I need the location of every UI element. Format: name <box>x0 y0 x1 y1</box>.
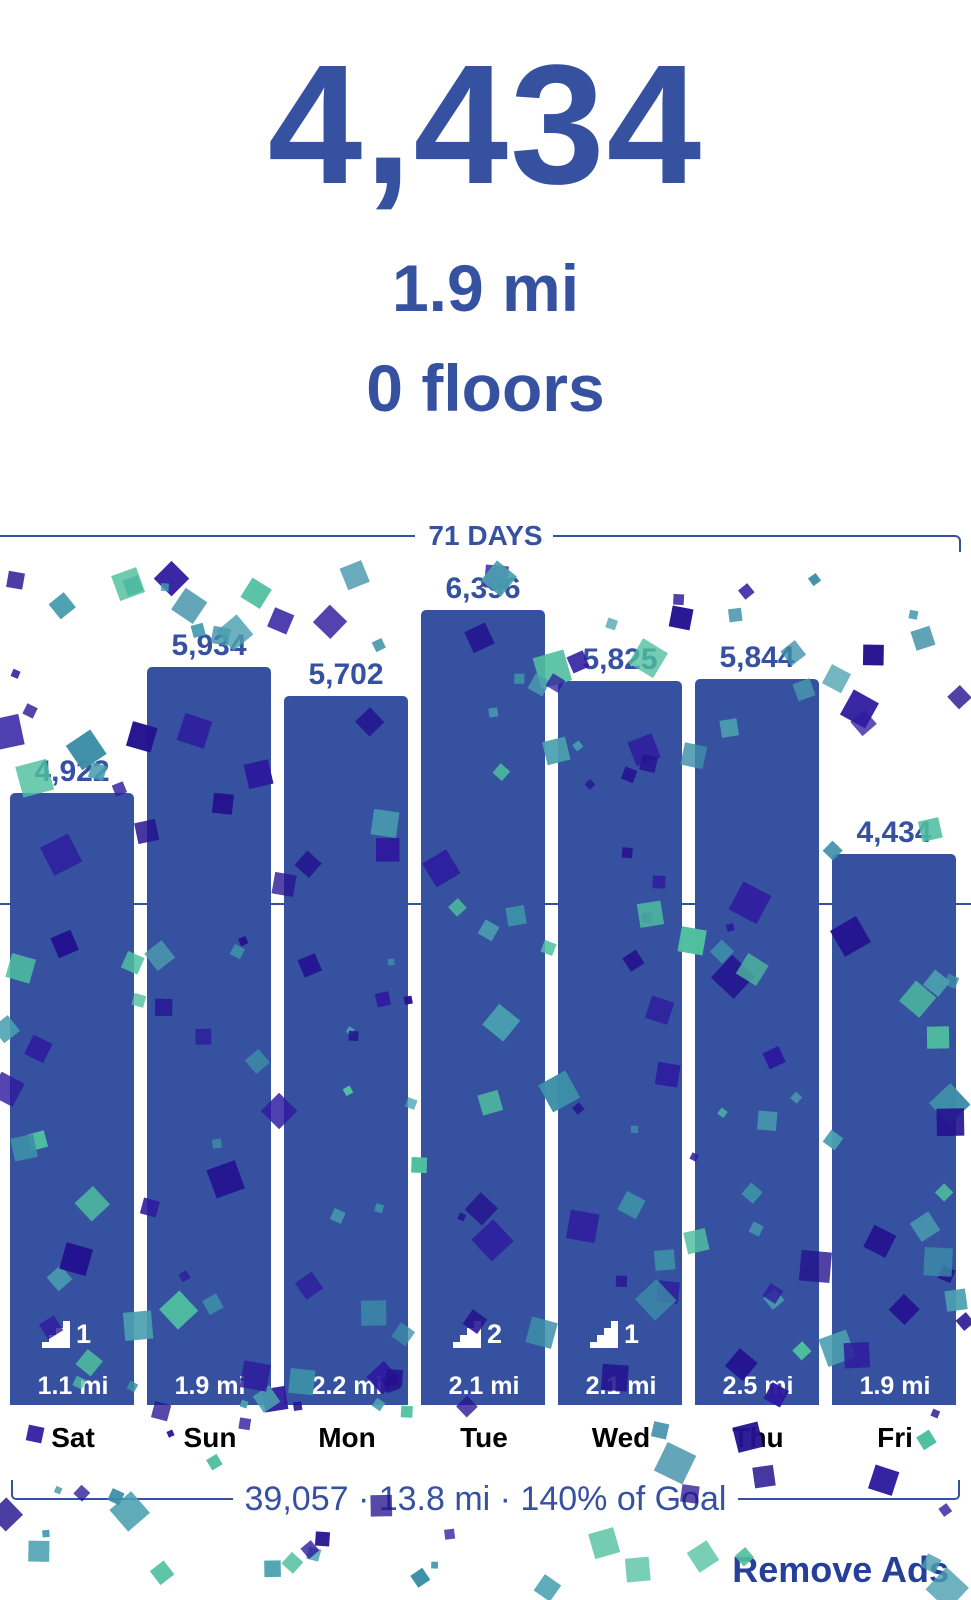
bar-floors-count: 1 <box>590 1320 639 1348</box>
bar-mon[interactable] <box>284 696 408 1405</box>
day-label-tue: Tue <box>460 1422 508 1453</box>
stairs-icon <box>590 1321 618 1348</box>
day-label-sat: Sat <box>51 1422 95 1453</box>
bar-distance-label: 1.1 mi <box>37 1372 109 1400</box>
bar-value-label: 4,922 <box>34 755 110 788</box>
bar-distance-label: 1.9 mi <box>174 1372 246 1400</box>
floors-value: 1 <box>624 1319 640 1349</box>
bar-value-label: 5,934 <box>171 629 247 662</box>
stairs-icon <box>453 1321 481 1348</box>
bar-fri[interactable] <box>832 854 956 1405</box>
day-label-sun: Sun <box>183 1422 237 1453</box>
bar-value-label: 6,396 <box>445 572 521 605</box>
bar-distance-label: 2.2 mi <box>311 1372 383 1400</box>
day-label-wed: Wed <box>591 1422 651 1453</box>
bar-distance-label: 2.1 mi <box>585 1372 657 1400</box>
bar-distance-label: 2.1 mi <box>448 1372 520 1400</box>
bar-floors-count: 1 <box>42 1320 91 1348</box>
average-line <box>0 903 971 905</box>
range-label[interactable]: 71 DAYS <box>0 520 971 551</box>
bar-tue[interactable] <box>421 610 545 1405</box>
bar-thu[interactable] <box>695 679 819 1405</box>
weekly-summary: 39,057 · 13.8 mi · 140% of Goal <box>0 1480 971 1518</box>
bar-value-label: 5,844 <box>719 641 795 674</box>
today-floors: 0 floors <box>366 351 605 425</box>
bar-floors-count: 2 <box>453 1320 502 1348</box>
floors-value: 1 <box>76 1319 92 1349</box>
bar-distance-label: 1.9 mi <box>859 1372 931 1400</box>
bar-wed[interactable] <box>558 681 682 1405</box>
bar-sun[interactable] <box>147 667 271 1405</box>
bar-value-label: 5,825 <box>582 643 658 676</box>
today-distance: 1.9 mi <box>391 251 580 325</box>
today-step-count: 4,434 <box>267 30 704 220</box>
day-label-mon: Mon <box>318 1422 376 1453</box>
bar-value-label: 5,702 <box>308 658 384 691</box>
floors-value: 2 <box>487 1319 503 1349</box>
day-label-fri: Fri <box>877 1422 913 1453</box>
bar-distance-label: 2.5 mi <box>722 1372 794 1400</box>
day-label-thu: Thu <box>732 1422 784 1453</box>
bar-value-label: 4,434 <box>856 816 932 849</box>
remove-ads-button[interactable]: Remove Ads <box>732 1549 949 1590</box>
bar-sat[interactable] <box>10 793 134 1405</box>
stairs-icon <box>42 1321 70 1348</box>
